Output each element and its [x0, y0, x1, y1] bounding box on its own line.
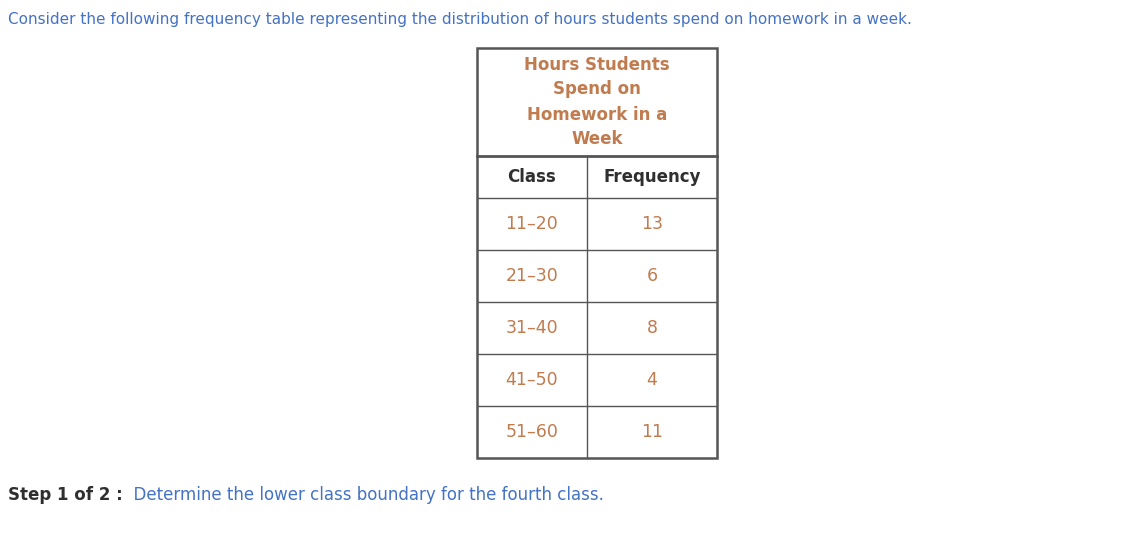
Text: 51–60: 51–60 — [506, 423, 559, 441]
Text: 8: 8 — [646, 319, 657, 337]
Text: Frequency: Frequency — [604, 168, 701, 186]
Text: Consider the following frequency table representing the distribution of hours st: Consider the following frequency table r… — [8, 12, 912, 27]
Bar — [477, 48, 717, 458]
Text: 11–20: 11–20 — [506, 215, 559, 233]
Text: 31–40: 31–40 — [506, 319, 559, 337]
Text: Determine the lower class boundary for the fourth class.: Determine the lower class boundary for t… — [122, 486, 604, 504]
Text: 21–30: 21–30 — [506, 267, 559, 285]
Text: 41–50: 41–50 — [506, 371, 559, 389]
Text: 13: 13 — [641, 215, 663, 233]
Text: 6: 6 — [646, 267, 657, 285]
Text: Class: Class — [507, 168, 557, 186]
Text: Hours Students
Spend on
Homework in a
Week: Hours Students Spend on Homework in a We… — [524, 56, 670, 148]
Text: 11: 11 — [641, 423, 663, 441]
Text: 4: 4 — [646, 371, 657, 389]
Text: Step 1 of 2 :: Step 1 of 2 : — [8, 486, 122, 504]
